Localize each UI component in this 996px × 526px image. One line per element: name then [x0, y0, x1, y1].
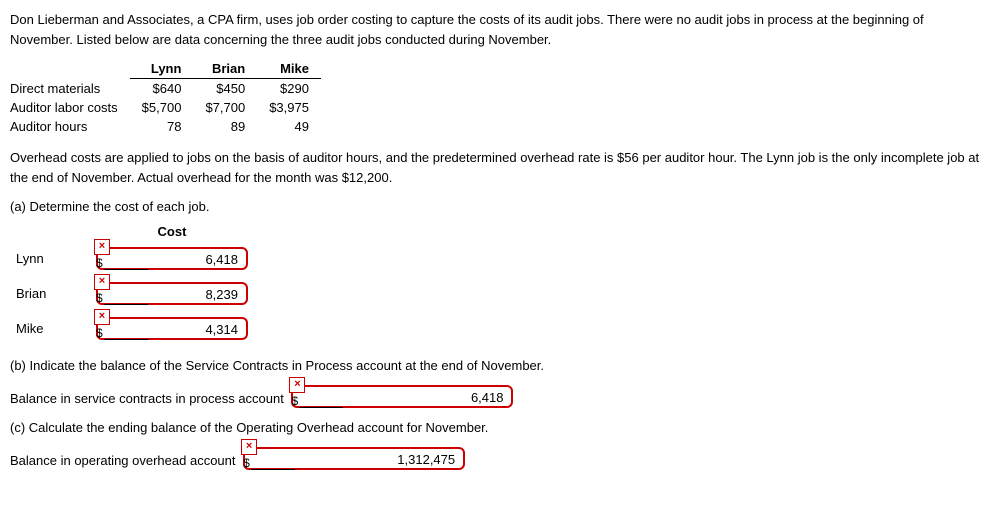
input-data-table: Lynn Brian Mike Direct materials $640 $4… [10, 59, 321, 136]
cell: $290 [257, 79, 321, 99]
job-lynn-label: Lynn [10, 241, 90, 276]
part-a-prompt: (a) Determine the cost of each job. [10, 199, 986, 214]
job-mike-label: Mike [10, 311, 90, 346]
incorrect-icon: × [94, 239, 110, 255]
incorrect-icon: × [241, 439, 257, 455]
mike-cost-value: 4,314 [205, 322, 238, 337]
cell: $450 [193, 79, 257, 99]
cell: $640 [130, 79, 194, 99]
operating-overhead-balance-input[interactable]: × $ 1,312,475 [243, 447, 465, 470]
col-brian: Brian [193, 59, 257, 79]
overhead-note: Overhead costs are applied to jobs on th… [10, 148, 986, 187]
table-row: Auditor labor costs $5,700 $7,700 $3,975 [10, 98, 321, 117]
cell: $5,700 [130, 98, 194, 117]
brian-cost-input[interactable]: × $ 8,239 [96, 282, 248, 305]
part-c-prompt: (c) Calculate the ending balance of the … [10, 420, 986, 435]
lynn-cost-input[interactable]: × $ 6,418 [96, 247, 248, 270]
cell: $7,700 [193, 98, 257, 117]
dollar-icon: $ [96, 326, 103, 340]
intro-text: Don Lieberman and Associates, a CPA firm… [10, 10, 986, 49]
col-blank [10, 59, 130, 79]
dollar-icon: $ [291, 394, 298, 408]
service-contracts-balance-value: 6,418 [471, 390, 504, 405]
col-mike: Mike [257, 59, 321, 79]
row-label: Auditor hours [10, 117, 130, 136]
part-b-label: Balance in service contracts in process … [10, 391, 284, 406]
cell: 49 [257, 117, 321, 136]
cell: $3,975 [257, 98, 321, 117]
row-label: Auditor labor costs [10, 98, 130, 117]
col-lynn: Lynn [130, 59, 194, 79]
cost-header: Cost [90, 222, 254, 241]
table-row: Auditor hours 78 89 49 [10, 117, 321, 136]
lynn-cost-value: 6,418 [205, 252, 238, 267]
incorrect-icon: × [94, 274, 110, 290]
cell: 78 [130, 117, 194, 136]
cell: 89 [193, 117, 257, 136]
dollar-icon: $ [243, 456, 250, 470]
part-c-label: Balance in operating overhead account [10, 453, 236, 468]
incorrect-icon: × [94, 309, 110, 325]
job-brian-label: Brian [10, 276, 90, 311]
incorrect-icon: × [289, 377, 305, 393]
mike-cost-input[interactable]: × $ 4,314 [96, 317, 248, 340]
operating-overhead-balance-value: 1,312,475 [397, 452, 455, 467]
service-contracts-balance-input[interactable]: × $ 6,418 [291, 385, 513, 408]
part-b-prompt: (b) Indicate the balance of the Service … [10, 358, 986, 373]
row-label: Direct materials [10, 79, 130, 99]
dollar-icon: $ [96, 256, 103, 270]
table-row: Direct materials $640 $450 $290 [10, 79, 321, 99]
cost-answer-table: Cost Lynn × $ 6,418 Brian × $ 8,239 [10, 222, 254, 346]
dollar-icon: $ [96, 291, 103, 305]
brian-cost-value: 8,239 [205, 287, 238, 302]
